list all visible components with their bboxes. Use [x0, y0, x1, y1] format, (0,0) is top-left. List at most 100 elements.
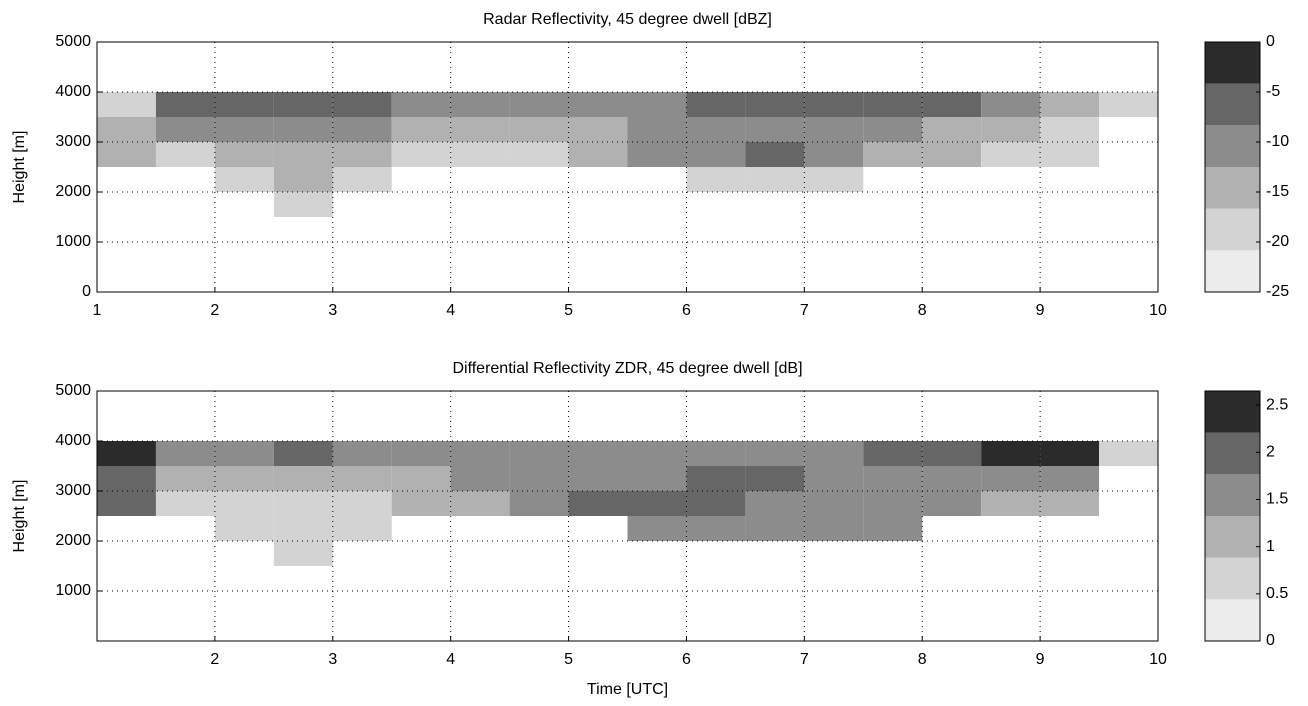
heat-cell	[273, 516, 333, 541]
colorbar-frame	[1204, 41, 1261, 293]
y-tick-label: 1000	[55, 582, 91, 599]
colorbar-frame	[1204, 390, 1261, 642]
heat-cell	[214, 117, 274, 142]
heat-cell	[863, 466, 923, 491]
x-tick-label: 10	[1149, 302, 1167, 319]
colorbar-tick-label: 1	[1266, 538, 1275, 555]
x-tick-label: 2	[210, 651, 219, 668]
heat-cell	[922, 441, 982, 466]
heat-cell	[804, 491, 864, 516]
heat-cell	[804, 142, 864, 167]
heat-cell	[332, 466, 392, 491]
heat-cell	[686, 167, 746, 192]
heat-cell	[155, 142, 215, 167]
heat-cell	[332, 516, 392, 541]
heat-cell	[97, 142, 156, 167]
colorbar-tick-label: 1.5	[1266, 491, 1288, 508]
heat-cell	[273, 142, 333, 167]
heat-cell	[922, 466, 982, 491]
heat-cell	[332, 142, 392, 167]
heat-cell	[273, 441, 333, 466]
x-tick-label: 3	[328, 302, 337, 319]
y-tick-label: 1000	[55, 233, 91, 250]
heat-cell	[627, 117, 687, 142]
heat-cell	[627, 491, 687, 516]
heat-cell	[509, 142, 569, 167]
y-tick-label: 2000	[55, 532, 91, 549]
heat-cell	[686, 441, 746, 466]
plot-frame	[96, 41, 1159, 293]
heat-cell	[1040, 117, 1100, 142]
heat-cell	[686, 491, 746, 516]
x-tick-label: 6	[682, 302, 691, 319]
heat-cell	[686, 92, 746, 117]
heat-cell	[627, 466, 687, 491]
heat-cell	[273, 466, 333, 491]
x-tick-label: 7	[800, 651, 809, 668]
heat-cell	[686, 142, 746, 167]
heat-cell	[509, 441, 569, 466]
heat-cell	[450, 117, 510, 142]
x-tick-label: 9	[1036, 651, 1045, 668]
heat-cell	[745, 441, 805, 466]
heat-cell	[863, 491, 923, 516]
heat-cell	[214, 491, 274, 516]
colorbar-band	[1205, 208, 1260, 251]
heat-cell	[97, 92, 156, 117]
heat-cell	[627, 92, 687, 117]
heat-cell	[745, 117, 805, 142]
y-tick-label: 4000	[55, 83, 91, 100]
colorbar-tick-label: 0	[1266, 33, 1275, 50]
heat-cell	[391, 117, 451, 142]
heat-cell	[745, 92, 805, 117]
heat-cell	[155, 92, 215, 117]
heat-cell	[214, 142, 274, 167]
x-tick-label: 4	[446, 651, 455, 668]
heat-cell	[332, 117, 392, 142]
heat-cell	[981, 117, 1041, 142]
colorbar-tick-label: 2	[1266, 444, 1275, 461]
chart-title: Differential Reflectivity ZDR, 45 degree…	[452, 360, 802, 377]
colorbar-tick-label: 2.5	[1266, 396, 1288, 413]
heat-cell	[214, 92, 274, 117]
heat-cell	[1040, 466, 1100, 491]
heat-cell	[450, 142, 510, 167]
heat-cell	[804, 117, 864, 142]
colorbar-band	[1205, 391, 1260, 433]
heat-cell	[391, 466, 451, 491]
y-axis-label: Height [m]	[11, 480, 28, 553]
x-tick-label: 1	[93, 302, 102, 319]
heat-cell	[922, 92, 982, 117]
heat-cell	[863, 142, 923, 167]
heat-cell	[273, 541, 333, 566]
heat-cell	[745, 466, 805, 491]
x-axis-label: Time [UTC]	[587, 681, 668, 698]
x-tick-label: 10	[1149, 651, 1167, 668]
x-tick-label: 6	[682, 651, 691, 668]
heat-cell	[391, 92, 451, 117]
heat-cell	[214, 167, 274, 192]
colorbar-band	[1205, 42, 1260, 84]
y-axis-label: Height [m]	[11, 131, 28, 204]
heat-cell	[568, 142, 628, 167]
heat-cell	[863, 441, 923, 466]
colorbar-band	[1205, 125, 1260, 167]
heat-cell	[863, 92, 923, 117]
heat-cell	[981, 466, 1041, 491]
colorbar-band	[1205, 83, 1260, 126]
heat-cell	[273, 491, 333, 516]
colorbar-band	[1205, 557, 1260, 600]
heat-cell	[509, 466, 569, 491]
colorbar-tick-label: 0.5	[1266, 585, 1288, 602]
heat-cell	[509, 92, 569, 117]
heat-cell	[568, 117, 628, 142]
heat-cell	[686, 117, 746, 142]
heat-cell	[273, 192, 333, 217]
colorbar-band	[1205, 250, 1260, 292]
heat-cell	[97, 441, 156, 466]
x-tick-label: 8	[918, 651, 927, 668]
heat-cell	[922, 142, 982, 167]
heat-cell	[332, 441, 392, 466]
heat-cell	[273, 92, 333, 117]
